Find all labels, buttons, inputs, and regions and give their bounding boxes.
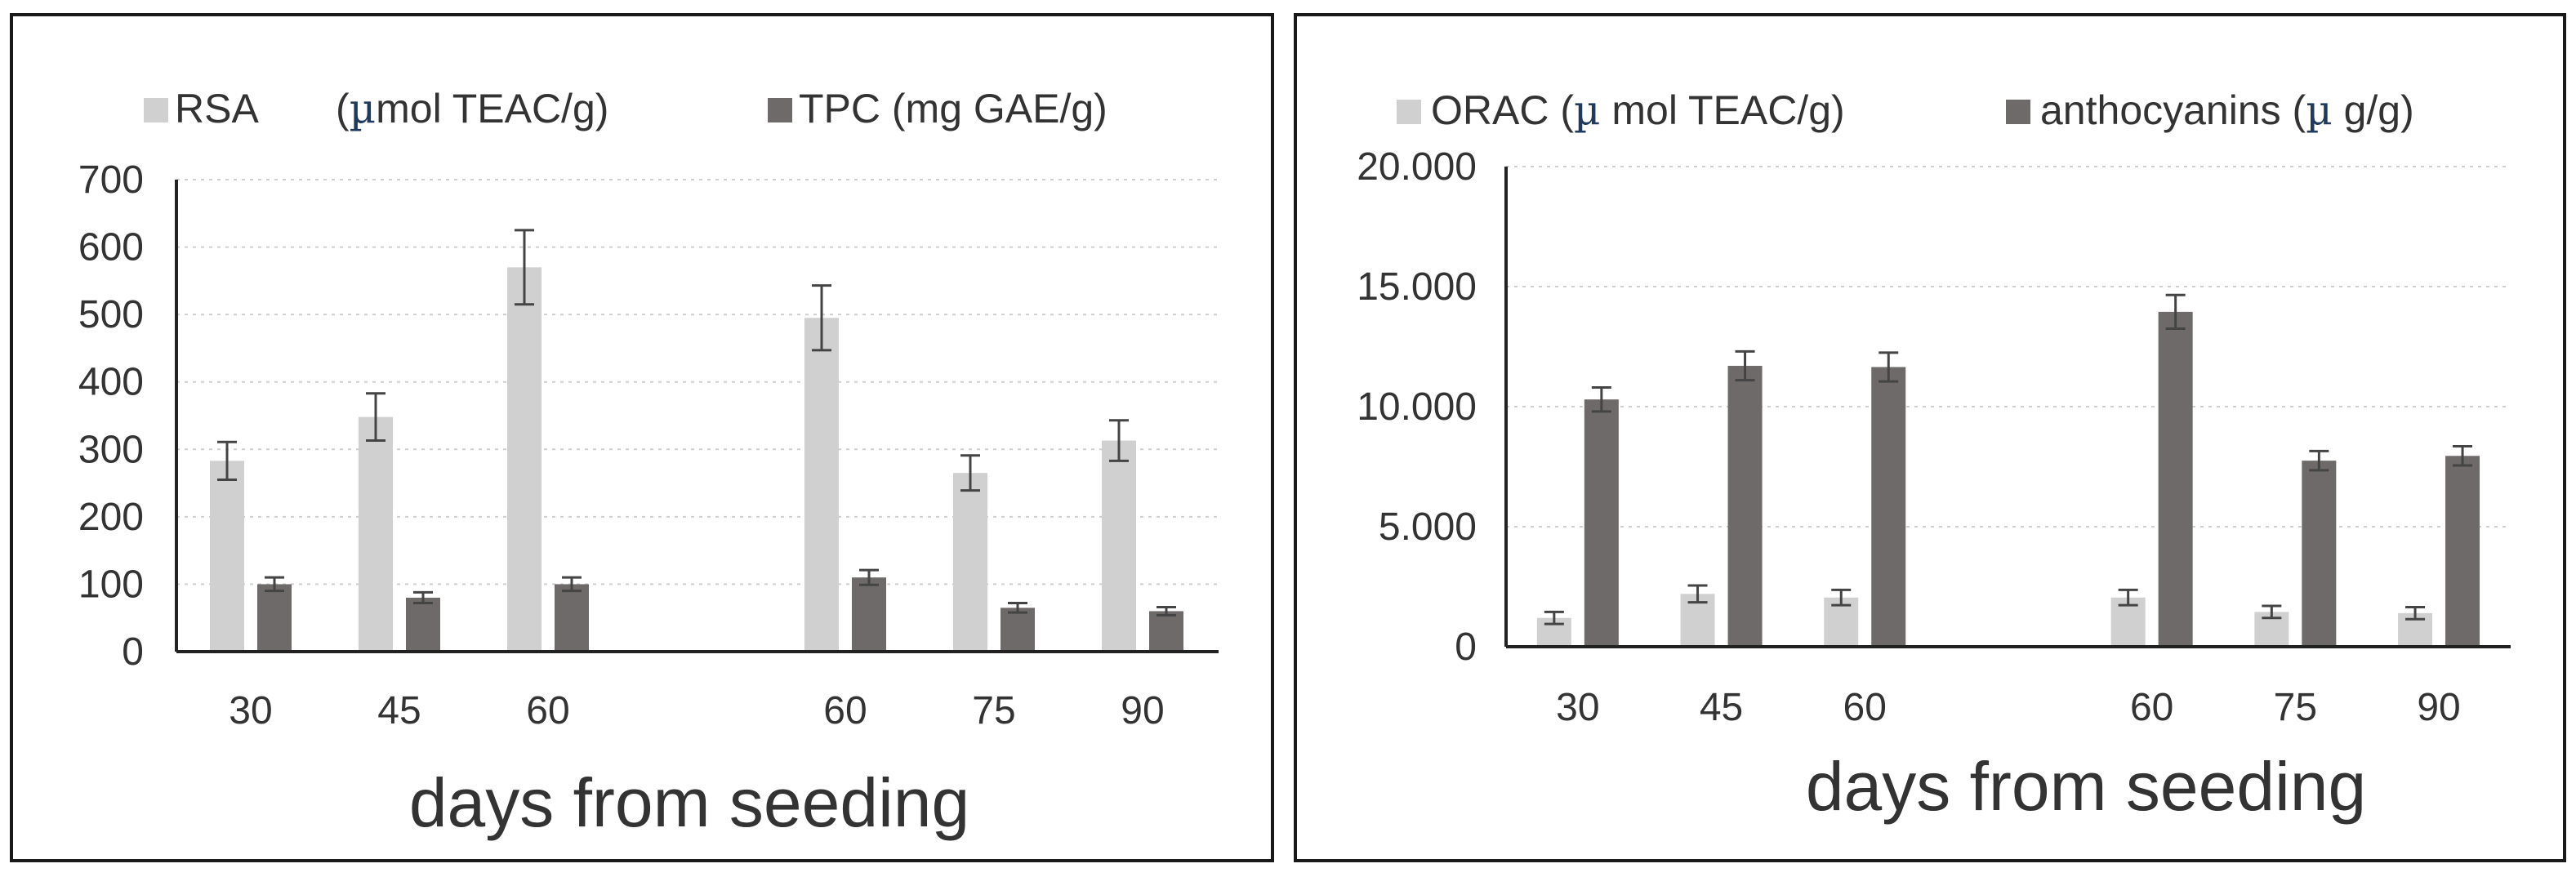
grid-lines (1506, 166, 2511, 528)
bar (359, 416, 393, 652)
error-bars (217, 229, 1176, 617)
legend: RSA (µmol TEAC/g) TPC (mg GAE/g) (144, 85, 1108, 132)
bar (1001, 608, 1035, 652)
x-axis-title: days from seeding (1806, 748, 2366, 825)
bar (555, 584, 589, 652)
x-tick-labels: 30 45 60 60 75 90 (1556, 686, 2461, 729)
legend-label-anthocyanins: anthocyanins (µ g/g) (2040, 87, 2414, 134)
y-tick-labels: 0 5.000 10.000 15.000 20.000 (1357, 145, 1477, 669)
bar (406, 597, 440, 652)
grid-lines (176, 179, 1219, 585)
y-tick-label: 0 (1455, 625, 1477, 669)
legend-label-tpc: TPC (mg GAE/g) (799, 86, 1108, 131)
y-tick-label: 500 (78, 293, 144, 336)
x-tick-label: 45 (1700, 686, 1743, 729)
chart-panel-left: 0 100 200 300 400 500 600 700 30 45 60 60 75 90 RSA(… (10, 13, 1274, 862)
legend: ORAC (µ mol TEAC/g) anthocyanins (µ g/g) (1397, 87, 2414, 134)
chart-left: 0 100 200 300 400 500 600 700 30 45 60 60 75 90 RSA(… (78, 85, 1219, 841)
legend-swatch-anthocyanins (2006, 100, 2030, 124)
y-tick-label: 700 (78, 158, 144, 202)
bars (1536, 311, 2480, 647)
chart-right: 0 5.000 10.000 15.000 20.000 30 45 60 60 75 90 OR… (1357, 87, 2511, 825)
bar (2302, 461, 2337, 647)
x-tick-labels: 30 45 60 60 75 90 (229, 689, 1164, 732)
chart-panel-right: 0 5.000 10.000 15.000 20.000 30 45 60 60 75 90 OR… (1294, 13, 2566, 862)
y-tick-labels: 0 100 200 300 400 500 600 700 (78, 158, 144, 674)
y-tick-label: 600 (78, 226, 144, 269)
x-tick-label: 75 (972, 689, 1015, 732)
bar (1584, 399, 1619, 647)
x-axis-title: days from seeding (409, 764, 969, 841)
bar (507, 267, 541, 652)
error-bars (1544, 293, 2473, 625)
x-tick-label: 60 (1843, 686, 1887, 729)
x-tick-label: 90 (1121, 689, 1164, 732)
x-tick-label: 60 (526, 689, 569, 732)
bar (210, 461, 244, 652)
bar (852, 577, 886, 652)
y-tick-label: 400 (78, 361, 144, 404)
y-tick-label: 0 (122, 630, 144, 674)
y-tick-label: 20.000 (1357, 145, 1477, 189)
legend-label-orac: ORAC (µ mol TEAC/g) (1431, 87, 1845, 134)
legend-swatch-orac (1397, 100, 1421, 124)
bar (1149, 611, 1183, 652)
y-tick-label: 200 (78, 496, 144, 539)
y-tick-label: 5.000 (1379, 505, 1477, 549)
bar (257, 584, 292, 652)
x-tick-label: 45 (377, 689, 421, 732)
y-tick-label: 15.000 (1357, 265, 1477, 309)
bars (210, 267, 1183, 652)
x-tick-label: 30 (229, 689, 272, 732)
bar (1727, 366, 1763, 647)
legend-label-rsa: RSA (µmol TEAC/g) (175, 85, 608, 132)
bar (1102, 440, 1136, 652)
x-tick-label: 30 (1556, 686, 1599, 729)
x-tick-label: 60 (2130, 686, 2173, 729)
x-tick-label: 60 (823, 689, 867, 732)
bar (1871, 367, 1906, 647)
bar (2445, 456, 2480, 647)
legend-swatch-rsa (144, 98, 168, 122)
y-tick-label: 10.000 (1357, 385, 1477, 429)
bar (2158, 311, 2193, 647)
bar (804, 318, 839, 652)
y-tick-label: 100 (78, 563, 144, 606)
x-tick-label: 75 (2274, 686, 2317, 729)
legend-swatch-tpc (768, 98, 792, 122)
bar (953, 473, 987, 652)
x-tick-label: 90 (2417, 686, 2460, 729)
y-tick-label: 300 (78, 428, 144, 471)
